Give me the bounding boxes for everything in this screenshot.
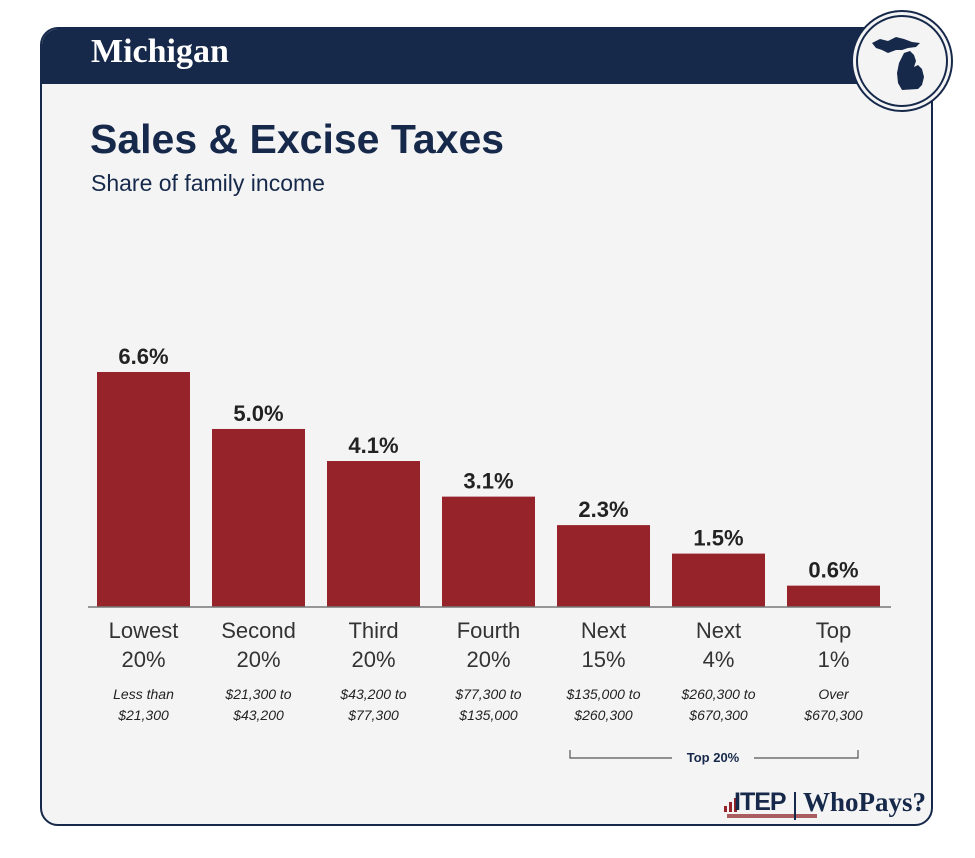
income-range-label: Over bbox=[818, 686, 850, 702]
category-label: Third bbox=[348, 618, 398, 643]
income-range-label: Less than bbox=[113, 686, 174, 702]
category-label: 20% bbox=[466, 647, 510, 672]
state-name: Michigan bbox=[91, 33, 229, 70]
bar bbox=[557, 525, 650, 607]
chart-title: Sales & Excise Taxes bbox=[90, 116, 505, 162]
value-label: 3.1% bbox=[463, 469, 513, 494]
footer-divider bbox=[794, 792, 796, 820]
chart-subtitle: Share of family income bbox=[91, 170, 325, 196]
itep-underline bbox=[727, 814, 817, 818]
value-label: 6.6% bbox=[118, 344, 168, 369]
itep-logo: ITEP bbox=[734, 788, 787, 816]
income-range-label: $260,300 bbox=[573, 707, 633, 723]
bracket-right bbox=[754, 750, 859, 759]
income-range-label: $670,300 bbox=[688, 707, 748, 723]
value-label: 2.3% bbox=[578, 497, 628, 522]
income-range-label: $77,300 to bbox=[454, 686, 521, 702]
bar bbox=[212, 428, 305, 607]
category-label: 20% bbox=[236, 647, 280, 672]
income-range-label: $21,300 to bbox=[224, 686, 291, 702]
badge-ring bbox=[856, 15, 948, 107]
bar bbox=[327, 461, 420, 607]
bar bbox=[787, 585, 880, 607]
value-label: 0.6% bbox=[808, 558, 858, 583]
income-range-label: $670,300 bbox=[803, 707, 863, 723]
category-label: 15% bbox=[581, 647, 625, 672]
bar bbox=[97, 372, 190, 607]
income-range-label: $21,300 bbox=[117, 707, 169, 723]
category-label: 20% bbox=[351, 647, 395, 672]
income-range-label: $77,300 bbox=[347, 707, 399, 723]
bar bbox=[442, 496, 535, 607]
bar bbox=[672, 553, 765, 607]
value-label: 4.1% bbox=[348, 433, 398, 458]
category-label: 20% bbox=[121, 647, 165, 672]
category-label: Next bbox=[581, 618, 626, 643]
value-label: 1.5% bbox=[693, 526, 743, 551]
income-range-label: $43,200 bbox=[232, 707, 284, 723]
state-banner: Michigan bbox=[42, 29, 931, 84]
itep-bars-icon bbox=[734, 798, 737, 812]
category-label: Next bbox=[696, 618, 741, 643]
value-label: 5.0% bbox=[233, 401, 283, 426]
income-range-label: $260,300 to bbox=[681, 686, 756, 702]
category-label: Fourth bbox=[457, 618, 521, 643]
income-range-label: $135,000 to bbox=[566, 686, 641, 702]
income-range-label: $43,200 to bbox=[339, 686, 406, 702]
category-label: Second bbox=[221, 618, 296, 643]
bracket-label: Top 20% bbox=[687, 750, 740, 765]
category-label: Top bbox=[816, 618, 851, 643]
itep-bars-icon bbox=[724, 806, 727, 812]
bracket-left bbox=[569, 750, 672, 759]
itep-bars-icon bbox=[729, 802, 732, 812]
michigan-map-icon bbox=[872, 37, 924, 90]
category-label: 4% bbox=[703, 647, 735, 672]
income-range-label: $135,000 bbox=[458, 707, 518, 723]
category-label: Lowest bbox=[109, 618, 179, 643]
category-label: 1% bbox=[818, 647, 850, 672]
whopays-logo: WhoPays? bbox=[803, 787, 927, 817]
state-badge bbox=[851, 10, 953, 112]
